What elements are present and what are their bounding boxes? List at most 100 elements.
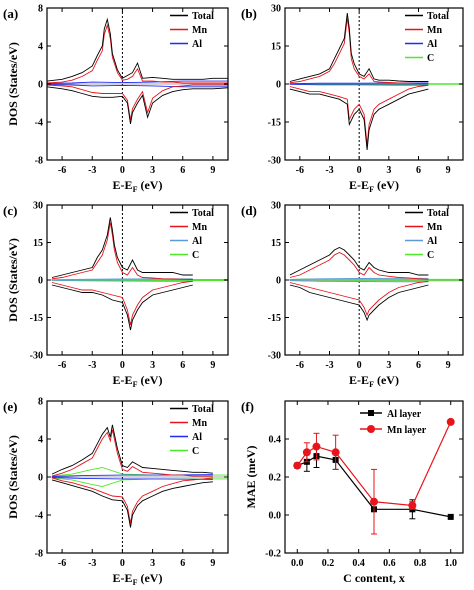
legend-label-c: C xyxy=(192,250,199,261)
y-tick-label: 4 xyxy=(38,435,43,446)
x-tick-label: 1.0 xyxy=(444,558,457,569)
y-axis-label: DOS (States/eV) xyxy=(6,42,20,126)
plot-area xyxy=(293,417,455,535)
y-tick-label: -15 xyxy=(268,118,281,129)
data-point-square xyxy=(447,513,454,520)
y-axis-label: DOS (States/eV) xyxy=(6,238,20,322)
x-tick-label: 0 xyxy=(120,360,125,371)
series-mn-down-line xyxy=(289,280,429,317)
x-tick-label: 9 xyxy=(210,558,215,569)
x-tick-label: 9 xyxy=(446,360,451,371)
legend: Total Mn Al C xyxy=(170,404,214,457)
x-tick-label: 3 xyxy=(150,165,155,176)
x-axis-label: C content, x xyxy=(343,571,405,585)
series-al-down-line xyxy=(47,84,228,88)
data-point-circle xyxy=(293,461,302,470)
legend-label-al: Al xyxy=(192,39,202,50)
x-tick-label: 9 xyxy=(210,360,215,371)
legend-marker-square xyxy=(368,410,374,416)
x-axis-label-sub: F xyxy=(369,380,374,389)
legend-label-al: Al xyxy=(427,39,437,50)
x-tick-label: -3 xyxy=(325,360,333,371)
legend-label-c: C xyxy=(192,446,199,457)
legend-label-al-layer: Al layer xyxy=(387,409,422,420)
data-point-circle xyxy=(408,501,417,510)
y-tick-label: -30 xyxy=(268,351,281,362)
legend-label-total: Total xyxy=(427,208,449,219)
panel-label: (a) xyxy=(3,6,18,21)
y-tick-label: 15 xyxy=(271,238,281,249)
panel-e: -6 -3 0 3 6 9 -8 -4 0 4 8 (e) E-EF (eV) DOS (States/e… xyxy=(3,397,229,587)
x-axis-label-sub: F xyxy=(133,578,138,587)
panel-label: (e) xyxy=(3,399,17,414)
x-tick-label: -3 xyxy=(325,165,333,176)
y-tick-label: -4 xyxy=(35,511,43,522)
series-total-down-line xyxy=(47,86,228,124)
legend-label-total: Total xyxy=(427,11,449,22)
legend: Total Mn Al C xyxy=(405,11,449,64)
x-tick-label: -6 xyxy=(58,360,66,371)
data-point-circle xyxy=(446,417,455,426)
x-tick-label: -3 xyxy=(88,360,96,371)
series-mn-down-line xyxy=(51,280,193,326)
y-tick-label: 15 xyxy=(271,42,281,53)
x-tick-label: 0 xyxy=(120,558,125,569)
y-tick-label: 8 xyxy=(38,397,43,408)
y-axis-label: DOS (States/eV) xyxy=(6,435,20,519)
plot-area xyxy=(47,8,228,160)
legend: Total Mn Al C xyxy=(405,208,449,261)
x-tick-label: 0.4 xyxy=(352,558,365,569)
legend-label-total: Total xyxy=(192,404,214,415)
legend-marker-circle xyxy=(367,425,375,433)
x-axis-label: E-EF (eV) xyxy=(113,178,163,194)
series-total-down-line xyxy=(289,284,429,322)
legend: Total Mn Al C xyxy=(170,208,214,261)
series-total-up-line xyxy=(289,13,429,82)
x-axis-label-main: E-E xyxy=(349,373,369,387)
plot-area xyxy=(47,205,228,355)
x-tick-label: -6 xyxy=(58,165,66,176)
x-axis-label-main: E-E xyxy=(113,373,133,387)
y-tick-label: 8 xyxy=(38,4,43,15)
legend-label-mn: Mn xyxy=(192,222,207,233)
plot-area xyxy=(285,8,463,160)
x-tick-label: -6 xyxy=(58,558,66,569)
panel-label: (c) xyxy=(3,203,17,218)
x-tick-label: -3 xyxy=(88,558,96,569)
y-tick-label: 30 xyxy=(271,4,281,15)
x-tick-label: 0.0 xyxy=(291,558,304,569)
y-tick-label: 0 xyxy=(38,276,43,287)
series-al-down-line xyxy=(289,280,429,283)
y-tick-label: 0 xyxy=(38,473,43,484)
panel-label: (b) xyxy=(241,6,257,21)
y-tick-label: -8 xyxy=(35,549,43,560)
y-tick-label: 0.0 xyxy=(269,511,282,522)
y-tick-label: 15 xyxy=(33,238,43,249)
series-al-down-line xyxy=(51,477,213,480)
y-tick-label: 0 xyxy=(38,80,43,91)
x-axis-label-main: E-E xyxy=(349,178,369,192)
x-tick-label: 6 xyxy=(180,360,185,371)
x-axis-label-unit: (eV) xyxy=(137,178,162,192)
legend-label-mn: Mn xyxy=(192,25,207,36)
y-tick-label: 0 xyxy=(276,276,281,287)
x-axis-label-main: E-E xyxy=(113,571,133,585)
series-mn-up-line xyxy=(51,429,213,477)
series-total-down-line xyxy=(51,479,213,528)
x-tick-label: 9 xyxy=(446,165,451,176)
series-mn-up-line xyxy=(289,18,429,84)
x-tick-label: 6 xyxy=(416,165,421,176)
series-total-up-line xyxy=(47,17,228,82)
series-mn-down-line xyxy=(51,477,213,524)
legend-label-mn-layer: Mn layer xyxy=(387,425,427,436)
series-total-up-line xyxy=(51,424,213,475)
series-al-down-line xyxy=(51,279,193,282)
legend-label-al: Al xyxy=(192,236,202,247)
y-tick-label: 0 xyxy=(276,80,281,91)
legend-label-mn: Mn xyxy=(427,25,442,36)
x-axis-label-sub: F xyxy=(133,185,138,194)
x-axis-label-unit: (eV) xyxy=(137,373,162,387)
